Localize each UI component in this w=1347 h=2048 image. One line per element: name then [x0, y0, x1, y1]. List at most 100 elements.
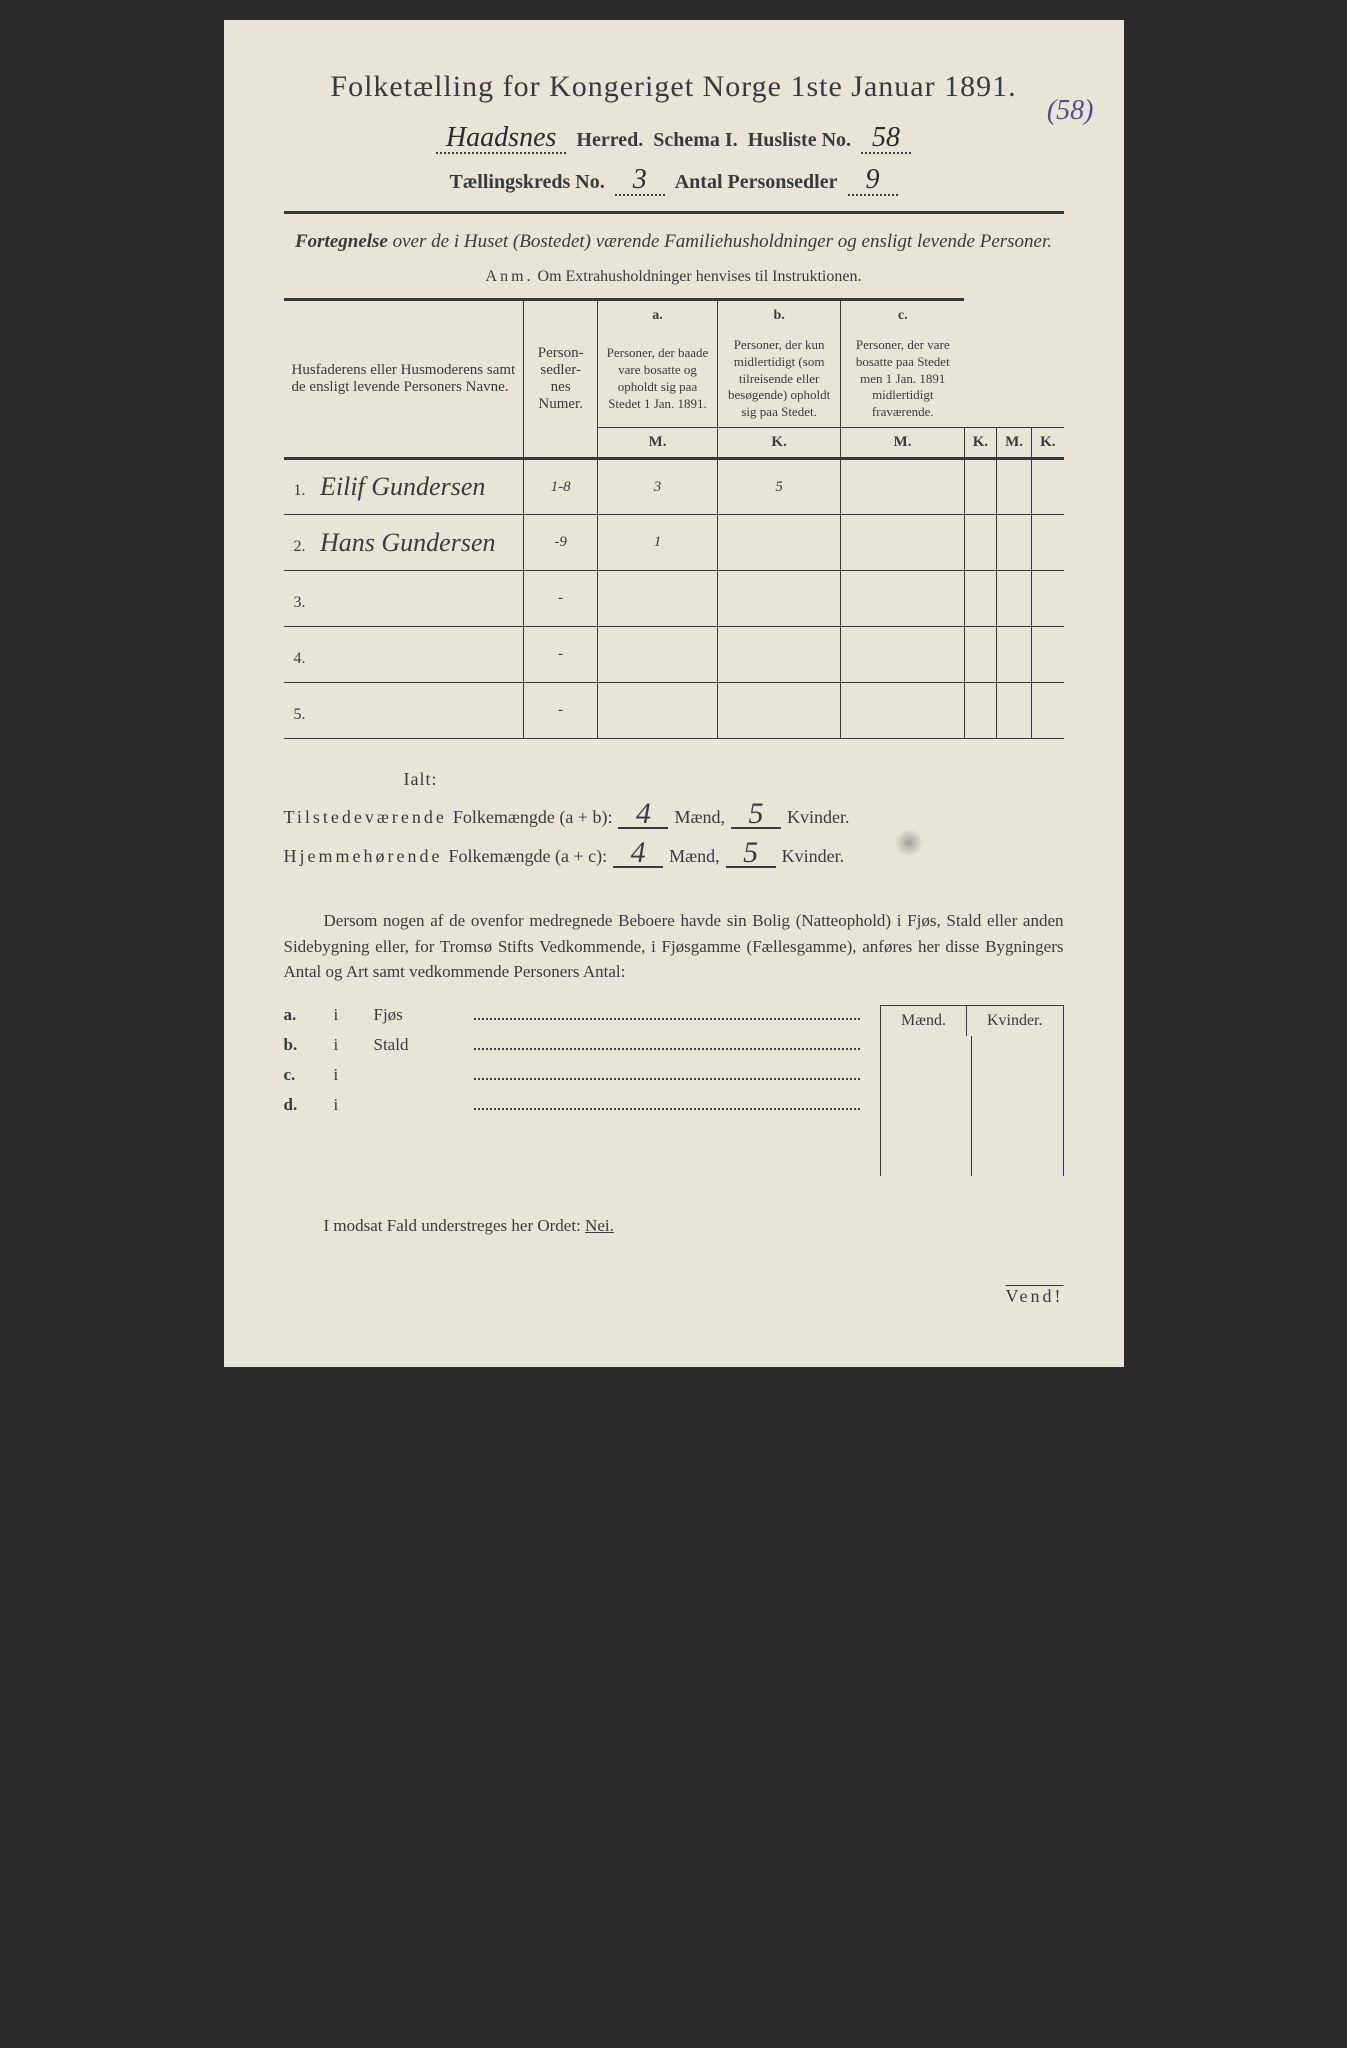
census-form: (58) Folketælling for Kongeriget Norge 1… — [224, 20, 1124, 1367]
building-list: a. i Fjøs b. i Stald c. i d. i — [284, 1005, 861, 1176]
kreds-label: Tællingskreds No. — [450, 171, 605, 194]
cell-c-k — [1032, 459, 1064, 515]
table-row: 5. - — [284, 683, 1064, 739]
household-table: Husfaderens eller Husmoderens samt de en… — [284, 298, 1064, 740]
resident-m-value: 4 — [613, 839, 663, 868]
maend-label: Mænd, — [669, 846, 720, 867]
cell-num: - — [524, 571, 598, 627]
cell-b-m — [841, 459, 964, 515]
col-a-k: K. — [717, 428, 840, 459]
building-row: d. i — [284, 1095, 861, 1115]
cell-c-m — [997, 459, 1032, 515]
subtitle-rest: over de i Huset (Bostedet) værende Famil… — [388, 231, 1052, 252]
building-row: a. i Fjøs — [284, 1005, 861, 1025]
cell-c-m — [997, 515, 1032, 571]
cell-num: 1-8 — [524, 459, 598, 515]
cell-b-k — [964, 515, 996, 571]
row-i: i — [334, 1005, 354, 1025]
building-name: Fjøs — [374, 1005, 454, 1025]
table-row: 2. Hans Gundersen -9 1 — [284, 515, 1064, 571]
personsedler-value: 9 — [848, 166, 898, 196]
row-i: i — [334, 1065, 354, 1085]
col-c-m: M. — [997, 428, 1032, 459]
kvinder-label: Kvinder. — [787, 807, 850, 828]
table-row: 4. - — [284, 627, 1064, 683]
resident-row: Hjemmehørende Folkemængde (a + c): 4 Mæn… — [284, 839, 1064, 868]
anm-rest: Om Extrahusholdninger henvises til Instr… — [538, 268, 862, 285]
cell-b-k — [964, 571, 996, 627]
cell-c-m — [997, 571, 1032, 627]
husliste-label: Husliste No. — [748, 129, 851, 152]
kvinder-label: Kvinder. — [782, 846, 845, 867]
subtitle: Fortegnelse over de i Huset (Bostedet) v… — [284, 229, 1064, 256]
footer-text: I modsat Fald understreges her Ordet: — [324, 1216, 586, 1235]
herred-label: Herred. — [576, 129, 643, 152]
anm-lead: Anm. — [486, 268, 534, 285]
building-row: b. i Stald — [284, 1035, 861, 1055]
cell-a-k — [717, 683, 840, 739]
row-index: 3. — [294, 594, 314, 612]
subtitle-lead: Fortegnelse — [295, 231, 388, 252]
building-row: c. i — [284, 1065, 861, 1085]
cell-a-k — [717, 571, 840, 627]
cell-b-k — [964, 627, 996, 683]
kreds-value: 3 — [615, 166, 665, 196]
col-header-a: Personer, der baade vare bosatte og opho… — [598, 331, 718, 428]
table-row: 1. Eilif Gundersen 1-8 3 5 — [284, 459, 1064, 515]
row-index: 2. — [294, 538, 314, 556]
resident-label-1: Hjemmehørende — [284, 846, 443, 867]
cell-a-k — [717, 627, 840, 683]
cell-c-k — [1032, 683, 1064, 739]
cell-num: - — [524, 627, 598, 683]
herred-value: Haadsnes — [436, 124, 566, 154]
cell-a-k: 5 — [717, 459, 840, 515]
resident-label-2: Folkemængde (a + c): — [448, 846, 607, 867]
cell-num: - — [524, 683, 598, 739]
dots-fill — [474, 1006, 861, 1020]
kvinder-col — [972, 1036, 1062, 1176]
ink-smudge — [894, 830, 924, 855]
cell-b-k — [964, 459, 996, 515]
cell-a-m: 1 — [598, 515, 718, 571]
cell-a-m — [598, 683, 718, 739]
building-paragraph: Dersom nogen af de ovenfor medregnede Be… — [284, 908, 1064, 985]
col-b-k: K. — [964, 428, 996, 459]
header-row-2: Tællingskreds No. 3 Antal Personsedler 9 — [284, 166, 1064, 196]
row-i: i — [334, 1095, 354, 1115]
cell-c-m — [997, 627, 1032, 683]
cell-c-k — [1032, 627, 1064, 683]
col-header-name: Husfaderens eller Husmoderens samt de en… — [284, 299, 524, 459]
maend-header: Mænd. — [881, 1006, 967, 1036]
table-row: 3. - — [284, 571, 1064, 627]
present-row: Tilstedeværende Folkemængde (a + b): 4 M… — [284, 800, 1064, 829]
husliste-value: 58 — [861, 124, 911, 154]
kvinder-header: Kvinder. — [967, 1006, 1063, 1036]
cell-num: -9 — [524, 515, 598, 571]
resident-k-value: 5 — [726, 839, 776, 868]
cell-a-m — [598, 571, 718, 627]
cell-b-k — [964, 683, 996, 739]
building-list-section: a. i Fjøs b. i Stald c. i d. i — [284, 1005, 1064, 1176]
table-body: 1. Eilif Gundersen 1-8 3 5 2. Hans Gunde… — [284, 459, 1064, 739]
row-letter: d. — [284, 1095, 314, 1115]
cell-a-m — [598, 627, 718, 683]
mk-header: Mænd. Kvinder. — [880, 1005, 1063, 1036]
annotation-note: Anm. Om Extrahusholdninger henvises til … — [284, 268, 1064, 286]
building-name: Stald — [374, 1035, 454, 1055]
person-name: Hans Gundersen — [320, 528, 496, 557]
personsedler-label: Antal Personsedler — [675, 171, 838, 194]
form-title: Folketælling for Kongeriget Norge 1ste J… — [284, 70, 1064, 104]
cell-c-k — [1032, 571, 1064, 627]
cell-a-k — [717, 515, 840, 571]
col-header-num: Person-sedler-nes Numer. — [524, 299, 598, 459]
col-c-letter: c. — [841, 299, 964, 331]
col-b-m: M. — [841, 428, 964, 459]
mk-body — [880, 1036, 1063, 1176]
cell-c-m — [997, 683, 1032, 739]
col-a-m: M. — [598, 428, 718, 459]
dots-fill — [474, 1036, 861, 1050]
present-label-2: Folkemængde (a + b): — [453, 807, 613, 828]
cell-c-k — [1032, 515, 1064, 571]
margin-annotation: (58) — [1047, 95, 1094, 127]
col-header-b: Personer, der kun midlertidigt (som tilr… — [717, 331, 840, 428]
